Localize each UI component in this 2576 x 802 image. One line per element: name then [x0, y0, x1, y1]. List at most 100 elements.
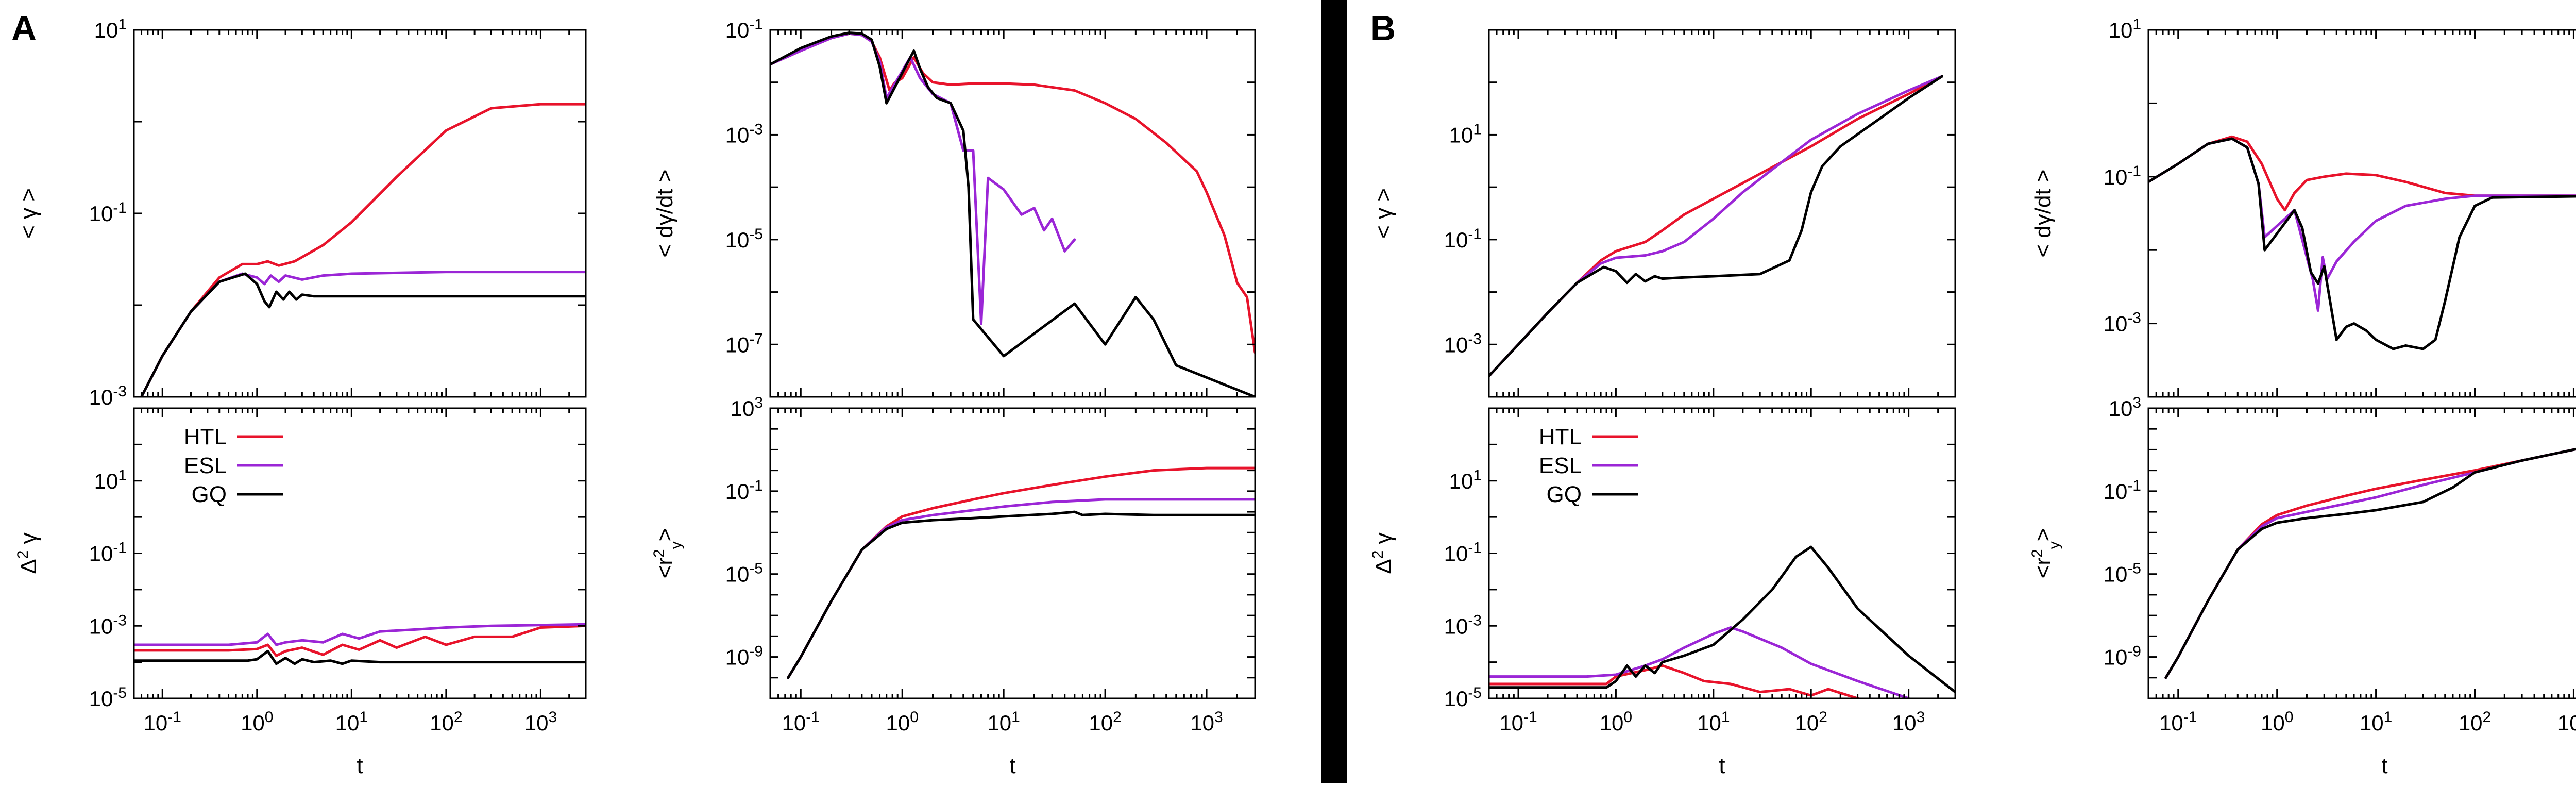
- series-gq-line: [2164, 447, 2576, 679]
- y-tick-label: 10-9: [2104, 643, 2141, 670]
- y-tick-label: 10-1: [2104, 162, 2141, 189]
- y-axis-label: < dγ/dt >: [2030, 169, 2056, 257]
- legend-label-gq: GQ: [1547, 482, 1582, 507]
- plot-frame: [2147, 407, 2576, 699]
- plot-frame: [769, 407, 1256, 699]
- x-tick-label: 100: [2261, 709, 2293, 736]
- panel-letter-a: A: [11, 9, 37, 48]
- x-tick-label: 103: [1190, 709, 1223, 736]
- series-gq-line: [2148, 137, 2576, 350]
- x-tick-label: 100: [1600, 709, 1632, 736]
- x-tick-label: 10-1: [2159, 709, 2197, 736]
- chart-A-msd: 10-9 10-5 10-1 103 10-1 100 101 102 103 <r2y> t: [651, 394, 1256, 778]
- x-tick-label: 10-1: [782, 709, 820, 736]
- chart-B-gamma: 10-3 10-1 101 < γ >: [1371, 29, 1956, 398]
- plot-frame: [1488, 407, 1956, 699]
- y-tick-label: 10-1: [1444, 539, 1482, 566]
- y-tick-label: 10-9: [725, 643, 763, 670]
- legend-label-esl: ESL: [1539, 453, 1582, 478]
- legend-label-gq: GQ: [192, 482, 227, 507]
- x-axis-label: t: [2381, 753, 2387, 778]
- x-tick-label: 103: [2557, 709, 2576, 736]
- y-tick-label: 10-7: [725, 330, 763, 357]
- y-tick-label: 10-1: [89, 199, 127, 226]
- series-gq-line: [134, 649, 586, 665]
- panel-letter-b: B: [1370, 9, 1396, 48]
- x-tick-label: 10-1: [144, 709, 181, 736]
- legend-label-htl: HTL: [1539, 424, 1582, 449]
- x-tick-label: 103: [1892, 709, 1925, 736]
- plot-frame: [2147, 29, 2576, 398]
- series-esl-line: [787, 498, 1255, 679]
- y-tick-label: 101: [94, 466, 127, 493]
- series-esl-line: [2164, 447, 2576, 679]
- chart-A-variance: 10-5 10-3 10-1 101 10-1 100 101 102 103 Δ2 γ t HTL E…: [14, 407, 587, 778]
- x-tick-label: 10-1: [1499, 709, 1537, 736]
- y-tick-label: 10-5: [89, 684, 127, 711]
- y-tick-label: 10-1: [2104, 477, 2141, 504]
- panel-divider: [1321, 0, 1347, 783]
- plot-frame: [133, 407, 587, 699]
- y-tick-label: 10-3: [2104, 309, 2141, 336]
- y-tick-label: 10-1: [1444, 225, 1482, 252]
- y-tick-label: 101: [1449, 466, 1482, 493]
- y-tick-label: 10-3: [89, 383, 127, 410]
- y-tick-label: 10-3: [1444, 330, 1482, 357]
- y-axis-label: < γ >: [1371, 188, 1396, 239]
- series-htl-line: [2148, 135, 2576, 212]
- series-esl-line: [2148, 137, 2576, 312]
- x-axis-label: t: [357, 753, 363, 778]
- plot-frame: [1488, 29, 1956, 398]
- y-tick-label: 10-1: [725, 16, 763, 43]
- y-tick-label: 10-1: [89, 539, 127, 566]
- legend-label-htl: HTL: [184, 424, 227, 449]
- series-gq-line: [1489, 75, 1943, 377]
- y-tick-label: 10-5: [725, 560, 763, 587]
- y-tick-label: 101: [94, 16, 127, 43]
- x-axis-label: t: [1719, 753, 1725, 778]
- x-tick-label: 101: [987, 709, 1020, 736]
- series-htl-line: [134, 624, 586, 657]
- series-htl-line: [770, 32, 1255, 354]
- x-tick-label: 101: [1697, 709, 1730, 736]
- y-tick-label: 103: [731, 394, 763, 421]
- legend-label-esl: ESL: [184, 453, 227, 478]
- x-tick-label: 102: [1089, 709, 1121, 736]
- series-htl-line: [2164, 447, 2576, 679]
- y-tick-label: 10-5: [725, 225, 763, 252]
- y-axis-label: <r2y>: [2029, 528, 2063, 579]
- y-axis-label: < dγ/dt >: [652, 169, 677, 257]
- series-htl-line: [140, 103, 586, 397]
- chart-B-msd: 10-9 10-5 10-1 103 10-1 100 101 102 103 <r2y> t: [2029, 394, 2576, 778]
- chart-B-dgamma: 10-3 10-1 101 < dγ/dt >: [2030, 16, 2576, 398]
- y-tick-label: 103: [2109, 394, 2141, 421]
- x-tick-label: 100: [241, 709, 273, 736]
- x-tick-label: 101: [2360, 709, 2392, 736]
- series-gq-line: [770, 31, 1255, 397]
- series-gq-line: [787, 510, 1255, 679]
- y-axis-label: <r2y>: [651, 528, 685, 579]
- x-tick-label: 100: [886, 709, 919, 736]
- series-gq-line: [1489, 545, 1955, 694]
- series-htl-line: [1489, 664, 1863, 698]
- y-axis-label: Δ2 γ: [14, 532, 42, 574]
- y-tick-label: 10-5: [1444, 684, 1482, 711]
- chart-A-gamma: 10-3 10-1 101 < γ >: [16, 16, 587, 410]
- y-tick-label: 101: [1449, 121, 1482, 147]
- plot-frame: [769, 29, 1256, 398]
- y-axis-label: Δ2 γ: [1369, 532, 1397, 574]
- x-tick-label: 103: [524, 709, 557, 736]
- y-axis-label: < γ >: [16, 188, 41, 239]
- y-tick-label: 10-3: [1444, 612, 1482, 639]
- y-tick-label: 101: [2109, 16, 2141, 43]
- chart-B-variance: 10-5 10-3 10-1 101 10-1 100 101 102 103 Δ2 γ t HTL E…: [1369, 407, 1956, 778]
- x-tick-label: 102: [1795, 709, 1827, 736]
- series-esl-line: [1489, 626, 1911, 698]
- series-esl-line: [134, 623, 586, 646]
- series-gq-line: [140, 272, 586, 397]
- y-tick-label: 10-5: [2104, 560, 2141, 587]
- y-tick-label: 10-1: [725, 477, 763, 504]
- x-tick-label: 102: [2459, 709, 2491, 736]
- chart-A-dgamma: 10-7 10-5 10-3 10-1 < dγ/dt >: [652, 16, 1256, 398]
